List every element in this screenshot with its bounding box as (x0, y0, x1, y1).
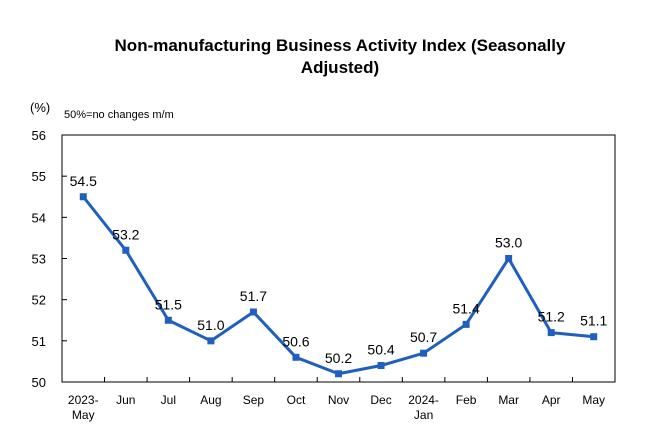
y-tick-label: 52 (32, 293, 46, 308)
data-point (79, 193, 87, 201)
data-point (207, 337, 215, 345)
data-label: 51.0 (197, 317, 224, 333)
x-tick-label-line: Nov (328, 393, 349, 407)
x-tick-label-line: Oct (287, 393, 306, 407)
data-label: 51.2 (538, 309, 565, 325)
y-tick-label: 54 (32, 210, 46, 225)
x-tick-label: May (582, 393, 605, 407)
data-point (164, 316, 172, 324)
y-tick-label: 56 (32, 128, 46, 143)
data-label: 51.7 (240, 288, 267, 304)
x-tick-label-line: Sep (243, 393, 265, 407)
data-point (462, 320, 470, 328)
data-label: 54.5 (70, 173, 97, 189)
x-tick-label-line: Mar (498, 393, 519, 407)
x-tick-label-line: 2023- (68, 393, 99, 407)
data-point (547, 329, 555, 337)
x-tick-label-line: Aug (200, 393, 221, 407)
series-overall: 54.5 53.2 51.5 51.0 51.7 50.6 50.2 50.4 50.7 51.4… (70, 173, 608, 378)
data-point (249, 308, 257, 316)
x-tick-label-line: May (582, 393, 605, 407)
series-line (82, 195, 594, 376)
x-tick-label-line: 2024- (408, 393, 439, 407)
data-label: 51.4 (452, 300, 479, 316)
data-label: 50.2 (325, 350, 352, 366)
y-axis-unit-label: (%) (30, 100, 50, 115)
x-tick-label-line: Jul (161, 393, 176, 407)
x-tick-label-line: Apr (542, 393, 561, 407)
data-label: 53.0 (495, 235, 522, 251)
x-tick-label: Jun (116, 393, 135, 407)
data-point (335, 370, 342, 378)
x-tick-label: Nov (328, 393, 349, 407)
x-tick-label: Dec (370, 393, 391, 407)
data-point (420, 349, 428, 357)
data-point (590, 333, 598, 341)
x-tick-label-line: Jan (414, 408, 433, 422)
x-tick-label: 2023-May (68, 393, 99, 422)
plot-area-frame (61, 134, 616, 383)
data-point (377, 362, 385, 370)
x-tick-label: Apr (542, 393, 561, 407)
data-point (292, 353, 300, 361)
chart-title-line-2: Adjusted) (301, 58, 379, 77)
data-label: 51.1 (580, 313, 607, 329)
y-axis: 50 51 52 53 54 55 56 (32, 128, 67, 390)
chart-note: 50%=no changes m/m (64, 109, 174, 121)
data-label: 53.2 (112, 226, 139, 242)
data-label: 50.7 (410, 329, 437, 345)
x-tick-label: Feb (456, 393, 477, 407)
x-tick-label-line: Jun (116, 393, 135, 407)
data-point (505, 255, 513, 262)
chart-title-line-1: Non-manufacturing Business Activity Inde… (115, 36, 566, 55)
data-point (122, 246, 130, 254)
x-tick-label: Oct (287, 393, 306, 407)
data-label: 50.4 (367, 342, 394, 358)
y-tick-label: 53 (32, 252, 46, 267)
data-label: 51.5 (155, 296, 182, 312)
x-tick-label: Sep (243, 393, 265, 407)
y-tick-label: 50 (32, 375, 46, 390)
x-tick-label: Mar (498, 393, 519, 407)
x-tick-label-line: Feb (456, 393, 477, 407)
y-tick-label: 51 (32, 334, 46, 349)
x-tick-label-line: May (72, 408, 95, 422)
y-tick-label: 55 (32, 169, 46, 184)
x-tick-label: Aug (200, 393, 221, 407)
x-tick-label: Jul (161, 393, 176, 407)
x-tick-label: 2024-Jan (408, 393, 439, 422)
data-label: 50.6 (282, 333, 309, 349)
x-tick-label-line: Dec (370, 393, 391, 407)
